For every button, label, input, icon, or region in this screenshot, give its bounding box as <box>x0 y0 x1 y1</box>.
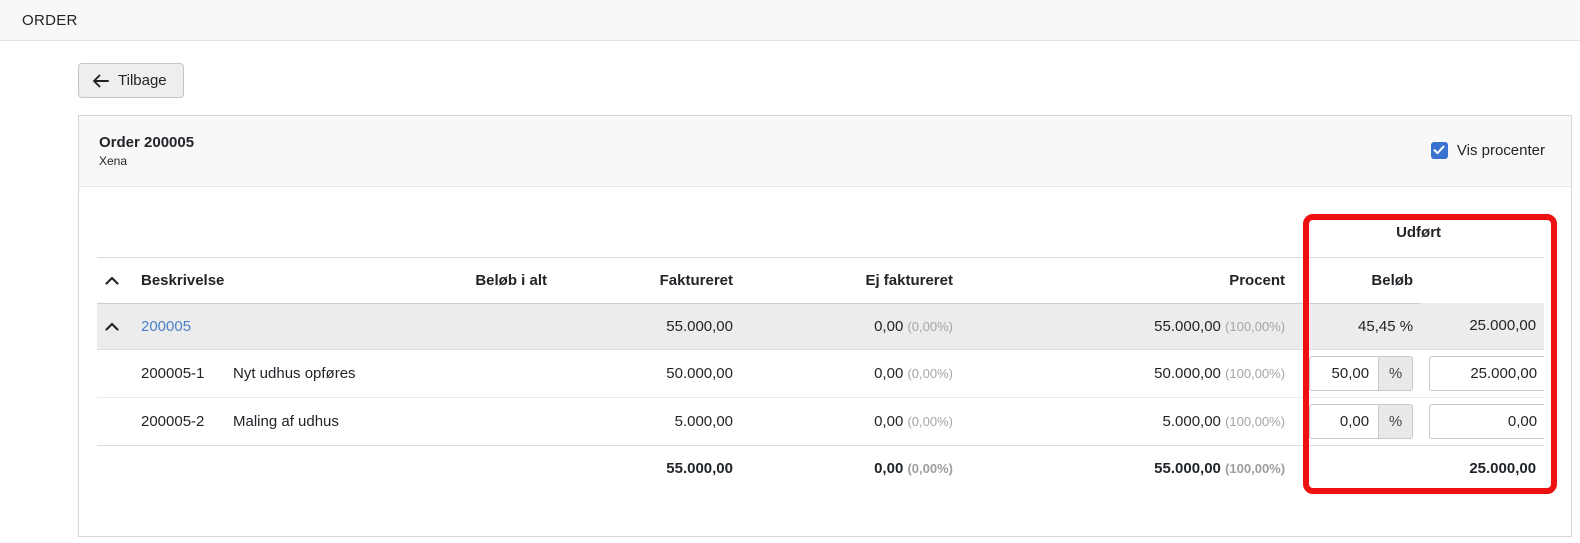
cell-faktureret: 0,00 (0,00%) <box>741 397 961 446</box>
total-ej-faktureret-percent: (100,00%) <box>1225 460 1286 476</box>
table-header-row: Beskrivelse Beløb i alt Faktureret Ej fa… <box>97 257 1544 304</box>
order-card-titles: Order 200005 Xena <box>99 132 194 170</box>
ej-faktureret-percent: (100,00%) <box>1225 318 1286 334</box>
vis-procenter-label: Vis procenter <box>1456 142 1545 159</box>
column-header-beskrivelse: Beskrivelse <box>133 257 225 304</box>
faktureret-percent: (0,00%) <box>907 318 953 334</box>
line-code: 200005-1 <box>133 349 225 398</box>
total-ej-faktureret: 55.000,00 (100,00%) <box>1154 459 1286 477</box>
order-number-link[interactable]: 200005 <box>141 317 192 335</box>
order-card-header: Order 200005 Xena Vis procenter <box>79 116 1571 187</box>
ej-faktureret-percent: (100,00%) <box>1225 413 1286 429</box>
page-title: ORDER <box>22 11 78 29</box>
cell-faktureret: 0,00 (0,00%) <box>741 303 961 350</box>
back-button-label: Tilbage <box>118 72 167 89</box>
vis-procenter-checkbox[interactable] <box>1430 142 1448 160</box>
totals-row: 55.000,00 0,00 (0,00%) 55.000,00 (100,00… <box>97 445 1544 491</box>
back-button[interactable]: Tilbage <box>78 63 184 98</box>
udfort-procent-input[interactable] <box>1309 403 1380 439</box>
faktureret-percent: (0,00%) <box>907 365 953 381</box>
percent-addon: % <box>1379 403 1414 439</box>
order-lines-table: Udført Beskrivelse Beløb i alt Fakturere… <box>97 209 1545 491</box>
order-row-parent: 200005 55.000,00 0,00 (0,00%) 55.000,00 … <box>97 303 1545 350</box>
cell-belob-i-alt: 55.000,00 <box>555 303 741 350</box>
cell-faktureret: 0,00 (0,00%) <box>741 349 961 398</box>
cell-belob-i-alt: 50.000,00 <box>555 349 741 398</box>
percent-addon: % <box>1379 355 1414 391</box>
column-header-belob: Beløb <box>1293 257 1422 304</box>
cell-udfort-belob: 25.000,00 <box>1421 303 1545 350</box>
udfort-procent-input[interactable] <box>1309 355 1380 391</box>
table-group-header-row: Udført <box>97 209 1545 258</box>
total-belob-i-alt: 55.000,00 <box>666 459 733 477</box>
order-line-row: 200005-1 Nyt udhus opføres 50.000,00 0,0… <box>97 349 1545 398</box>
column-header-procent: Procent <box>961 257 1294 304</box>
top-app-bar: ORDER <box>0 0 1580 41</box>
column-header-belob-i-alt: Beløb i alt <box>225 257 555 304</box>
row-collapse-chevron-up-icon[interactable] <box>105 318 119 335</box>
cell-beskrivelse: Nyt udhus opføres <box>225 349 555 398</box>
udfort-group-header: Udført <box>1293 209 1545 258</box>
line-code: 200005-2 <box>133 397 225 446</box>
cell-ej-faktureret: 55.000,00 (100,00%) <box>961 303 1294 350</box>
column-header-ej-faktureret: Ej faktureret <box>741 257 961 304</box>
udfort-procent-input-group: % <box>1309 403 1414 439</box>
collapse-all-chevron-up-icon[interactable] <box>105 272 119 289</box>
check-icon <box>1433 142 1445 160</box>
cell-belob-i-alt: 5.000,00 <box>555 397 741 446</box>
total-faktureret: 0,00 (0,00%) <box>874 459 953 477</box>
udfort-procent-input-group: % <box>1309 355 1414 391</box>
total-udfort-belob: 25.000,00 <box>1469 459 1537 477</box>
total-faktureret-percent: (0,00%) <box>907 460 953 476</box>
page-content: Tilbage Order 200005 Xena Vis procenter <box>0 41 1580 537</box>
cell-beskrivelse <box>225 303 555 350</box>
order-card-body: Udført Beskrivelse Beløb i alt Fakturere… <box>79 187 1571 536</box>
order-subtitle: Xena <box>99 153 128 168</box>
order-card: Order 200005 Xena Vis procenter <box>78 115 1572 537</box>
order-line-row: 200005-2 Maling af udhus 5.000,00 0,00 (… <box>97 397 1545 446</box>
udfort-belob-input[interactable] <box>1429 355 1545 391</box>
udfort-belob-input[interactable] <box>1429 403 1545 439</box>
faktureret-percent: (0,00%) <box>907 413 953 429</box>
show-percent-control: Vis procenter <box>1430 142 1545 160</box>
cell-ej-faktureret: 50.000,00 (100,00%) <box>961 349 1294 398</box>
cell-ej-faktureret: 5.000,00 (100,00%) <box>961 397 1294 446</box>
cell-udfort-procent: 45,45 % <box>1293 303 1422 350</box>
ej-faktureret-percent: (100,00%) <box>1225 365 1286 381</box>
column-header-faktureret: Faktureret <box>555 257 741 304</box>
arrow-left-icon <box>92 74 109 88</box>
cell-beskrivelse: Maling af udhus <box>225 397 555 446</box>
order-title: Order 200005 <box>99 133 195 151</box>
